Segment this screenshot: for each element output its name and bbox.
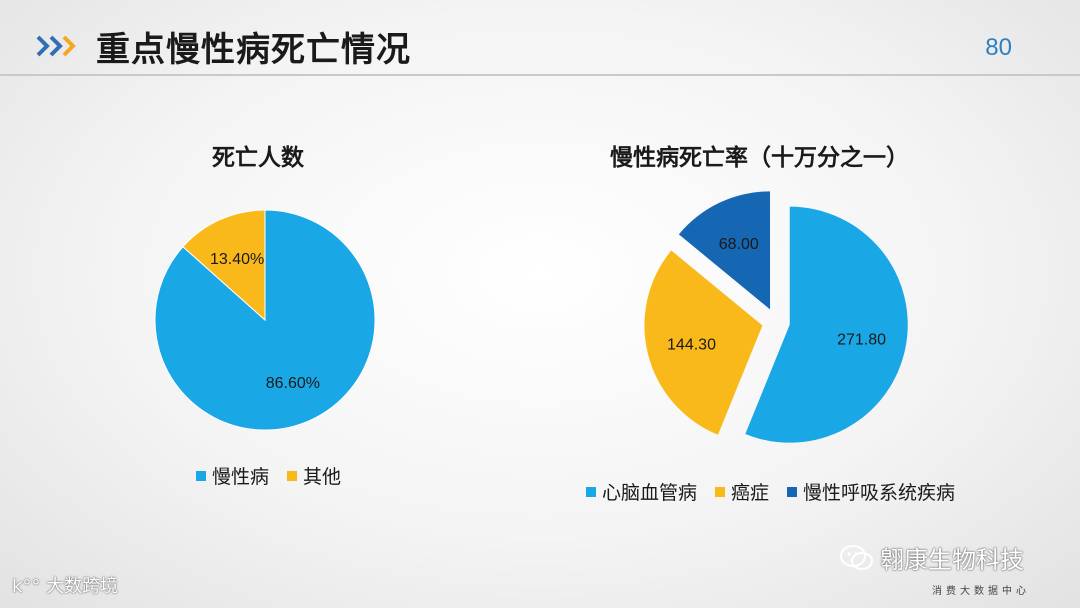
legend-label: 慢性呼吸系统疾病	[803, 482, 956, 504]
data-label-other: 13.40%	[210, 251, 264, 268]
legend-swatch	[715, 486, 726, 497]
wechat-icon	[840, 544, 873, 570]
legend-deaths: 慢性病 其他	[196, 462, 341, 489]
pie-slice-respiratory	[678, 191, 771, 310]
page-number: 80	[985, 34, 1012, 61]
watermark-right: 翱康生物科技	[840, 540, 1024, 575]
chevrons-icon	[36, 35, 76, 57]
pie-slice-other	[182, 209, 266, 322]
data-label-chronic: 86.60%	[266, 375, 320, 392]
legend-swatch	[586, 486, 596, 497]
data-label-cardio: 271.80	[837, 332, 886, 349]
legend-item-chronic: 慢性病	[196, 462, 269, 489]
data-label-respiratory: 68.00	[719, 236, 759, 253]
pie-slice-cancer	[644, 250, 763, 435]
legend-item-cancer: 癌症	[715, 478, 769, 505]
pie-slice-cardio	[745, 206, 908, 443]
header-divider	[0, 74, 1080, 76]
data-label-cancer: 144.30	[667, 336, 716, 353]
legend-label: 癌症	[731, 482, 770, 504]
legend-label: 慢性病	[212, 466, 270, 488]
legend-swatch	[196, 470, 206, 481]
watermark-logo-icon: k°°	[12, 576, 41, 597]
legend-label: 其他	[303, 466, 342, 488]
slide-header: 重点慢性病死亡情况 80	[0, 0, 1080, 76]
watermark-right-text: 翱康生物科技	[880, 546, 1024, 574]
watermark-left-text: 大数跨境	[46, 576, 119, 597]
chart-title-mortality-rate: 慢性病死亡率（十万分之一）	[610, 145, 909, 171]
logo-subtitle: 消费大数据中心	[932, 586, 1030, 597]
slide-title: 重点慢性病死亡情况	[96, 30, 411, 70]
legend-mortality-rate: 心脑血管病 癌症 慢性呼吸系统疾病	[586, 478, 955, 505]
legend-swatch	[287, 470, 298, 481]
legend-item-cardio: 心脑血管病	[586, 478, 697, 505]
legend-item-other: 其他	[287, 462, 341, 489]
chart-title-deaths: 死亡人数	[212, 145, 304, 171]
legend-swatch	[787, 486, 798, 497]
legend-item-respiratory: 慢性呼吸系统疾病	[787, 478, 955, 505]
legend-label: 心脑血管病	[602, 482, 698, 504]
watermark-left: k°° 大数跨境	[12, 572, 118, 598]
